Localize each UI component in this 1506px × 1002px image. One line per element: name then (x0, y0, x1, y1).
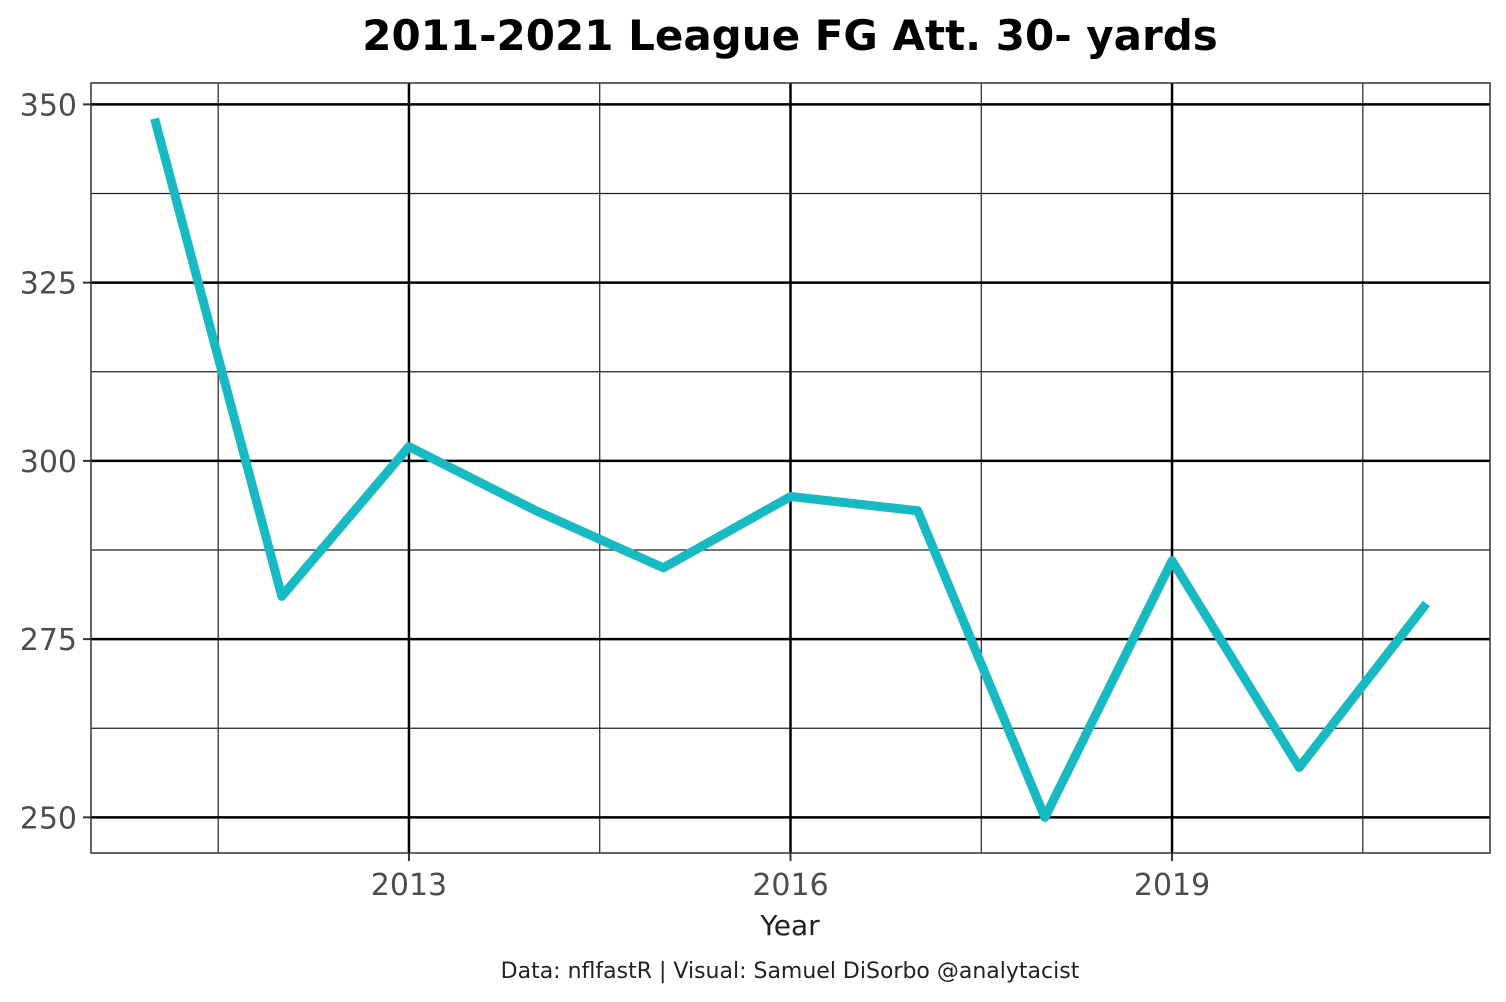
x-tick-label: 2016 (752, 868, 828, 903)
y-axis: 250 275 300 325 350 (20, 88, 91, 836)
chart-title: 2011-2021 League FG Att. 30- yards (362, 11, 1218, 60)
y-tick-label: 250 (20, 801, 77, 836)
caption: Data: nflfastR | Visual: Samuel DiSorbo … (501, 959, 1080, 984)
series-layer (150, 117, 1430, 822)
y-tick-label: 325 (20, 267, 77, 302)
grid (91, 83, 1490, 853)
y-tick-label: 275 (20, 623, 77, 658)
x-axis: 2013 2016 2019 (371, 853, 1210, 903)
y-tick-label: 300 (20, 445, 77, 480)
x-tick-label: 2019 (1134, 868, 1210, 903)
y-tick-label: 350 (20, 88, 77, 123)
x-axis-label: Year (759, 909, 820, 942)
x-tick-label: 2013 (371, 868, 447, 903)
